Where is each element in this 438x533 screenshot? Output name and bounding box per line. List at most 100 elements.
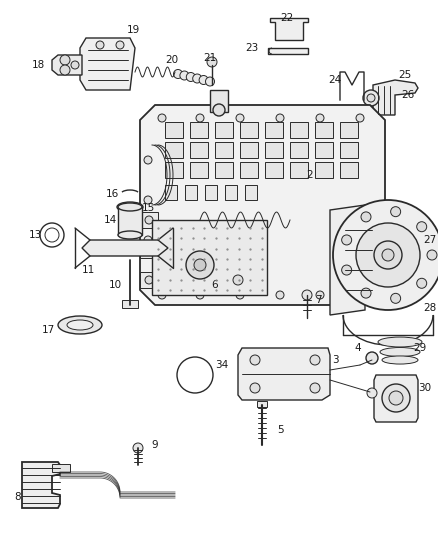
Polygon shape: [82, 240, 168, 256]
Circle shape: [96, 41, 104, 49]
Text: 9: 9: [152, 440, 158, 450]
Text: 25: 25: [399, 70, 412, 80]
Circle shape: [144, 236, 152, 244]
Circle shape: [213, 104, 225, 116]
Polygon shape: [22, 462, 60, 508]
Bar: [152, 220, 267, 295]
Text: 20: 20: [166, 55, 179, 65]
Bar: [215, 162, 233, 178]
Text: 26: 26: [401, 90, 415, 100]
Bar: [340, 142, 358, 158]
Circle shape: [310, 383, 320, 393]
Bar: [190, 162, 208, 178]
Polygon shape: [52, 55, 82, 75]
Circle shape: [382, 384, 410, 412]
Circle shape: [233, 275, 243, 285]
Circle shape: [60, 65, 70, 75]
Circle shape: [250, 355, 260, 365]
Text: 22: 22: [280, 13, 293, 23]
Text: 7: 7: [314, 295, 321, 305]
Circle shape: [389, 391, 403, 405]
Circle shape: [186, 72, 195, 82]
Circle shape: [158, 291, 166, 299]
Bar: [165, 142, 183, 158]
Circle shape: [60, 55, 70, 65]
Circle shape: [316, 114, 324, 122]
Bar: [240, 142, 258, 158]
Bar: [340, 162, 358, 178]
Text: 28: 28: [424, 303, 437, 313]
Ellipse shape: [118, 231, 142, 239]
Ellipse shape: [58, 316, 102, 334]
Circle shape: [186, 251, 214, 279]
Text: 5: 5: [277, 425, 283, 435]
Circle shape: [366, 352, 378, 364]
Polygon shape: [373, 80, 418, 115]
Circle shape: [391, 207, 401, 217]
Circle shape: [391, 293, 401, 303]
Circle shape: [367, 388, 377, 398]
Bar: [118, 207, 142, 235]
Text: 21: 21: [203, 53, 217, 63]
Circle shape: [342, 235, 352, 245]
Text: 34: 34: [215, 360, 229, 370]
Text: 15: 15: [141, 203, 155, 213]
Circle shape: [196, 114, 204, 122]
Ellipse shape: [380, 348, 420, 357]
Text: 14: 14: [103, 215, 117, 225]
Circle shape: [236, 114, 244, 122]
Text: 10: 10: [109, 280, 122, 290]
Text: 6: 6: [212, 280, 218, 290]
Circle shape: [417, 222, 427, 232]
Bar: [205, 185, 217, 200]
Text: 3: 3: [332, 355, 338, 365]
Polygon shape: [140, 105, 385, 305]
Bar: [140, 212, 158, 228]
Circle shape: [342, 265, 352, 275]
Circle shape: [276, 114, 284, 122]
Circle shape: [71, 61, 79, 69]
Text: 16: 16: [106, 189, 119, 199]
Text: 8: 8: [15, 492, 21, 502]
Bar: [190, 142, 208, 158]
Bar: [122, 300, 138, 308]
Bar: [140, 242, 158, 258]
Circle shape: [194, 259, 206, 271]
Circle shape: [361, 288, 371, 298]
Bar: [265, 122, 283, 138]
Bar: [245, 185, 257, 200]
Bar: [240, 162, 258, 178]
Polygon shape: [374, 375, 418, 422]
Bar: [185, 185, 197, 200]
Bar: [165, 162, 183, 178]
Text: 27: 27: [424, 235, 437, 245]
Circle shape: [145, 246, 153, 254]
Bar: [265, 162, 283, 178]
Circle shape: [145, 276, 153, 284]
Circle shape: [361, 212, 371, 222]
Text: 19: 19: [127, 25, 140, 35]
Bar: [315, 122, 333, 138]
Bar: [315, 142, 333, 158]
Circle shape: [180, 71, 189, 80]
Text: 18: 18: [32, 60, 45, 70]
Ellipse shape: [117, 202, 143, 212]
Polygon shape: [330, 205, 365, 315]
Circle shape: [144, 156, 152, 164]
Circle shape: [205, 77, 215, 86]
Bar: [315, 162, 333, 178]
Circle shape: [367, 94, 375, 102]
Circle shape: [302, 290, 312, 300]
Circle shape: [356, 291, 364, 299]
Bar: [240, 122, 258, 138]
Circle shape: [310, 355, 320, 365]
Bar: [340, 122, 358, 138]
Ellipse shape: [123, 205, 137, 209]
Circle shape: [333, 200, 438, 310]
Circle shape: [236, 291, 244, 299]
Bar: [257, 401, 267, 407]
Text: 23: 23: [245, 43, 258, 53]
Circle shape: [158, 114, 166, 122]
Circle shape: [133, 443, 143, 453]
Circle shape: [196, 291, 204, 299]
